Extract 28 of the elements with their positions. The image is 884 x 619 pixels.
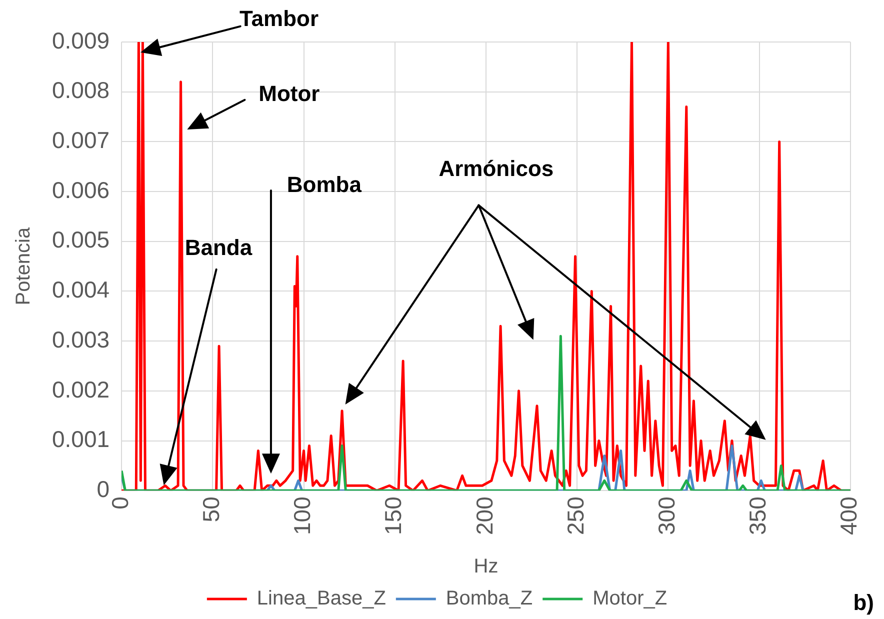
y-tick-label: 0.006 — [52, 176, 110, 203]
x-tick-label: 100 — [289, 496, 316, 535]
x-tick-label: 350 — [744, 496, 771, 535]
y-tick-label: 0.001 — [52, 426, 110, 452]
x-tick-label: 50 — [198, 496, 224, 522]
x-tick-label: 150 — [380, 496, 406, 535]
legend-label: Linea_Base_Z — [256, 588, 386, 610]
y-tick-label: 0.008 — [52, 77, 110, 104]
y-tick-label: 0.007 — [52, 127, 110, 154]
y-tick-label: 0.005 — [52, 226, 110, 253]
x-tick-label: 400 — [836, 496, 862, 535]
annotation: Armónicos — [438, 156, 554, 180]
y-tick-label: 0.003 — [52, 326, 110, 352]
legend-label: Bomba_Z — [446, 588, 533, 610]
x-tick-label: 250 — [562, 496, 588, 535]
annotation: Motor — [258, 81, 320, 106]
text: b) — [853, 590, 874, 615]
text: Tambor — [239, 6, 319, 31]
y-tick-label: 0.009 — [52, 27, 110, 54]
y-tick-label: 0.002 — [52, 376, 110, 402]
x-tick-label: 200 — [471, 496, 498, 535]
x-axis-title: Hz — [474, 556, 498, 578]
x-tick-label: 300 — [654, 496, 680, 535]
y-tick-label: 0.004 — [52, 276, 110, 303]
annotation: Bomba — [286, 172, 362, 198]
annotation: Banda — [184, 235, 252, 260]
legend-label: Motor_Z — [592, 588, 668, 610]
y-axis-title: Potencia — [12, 226, 35, 306]
